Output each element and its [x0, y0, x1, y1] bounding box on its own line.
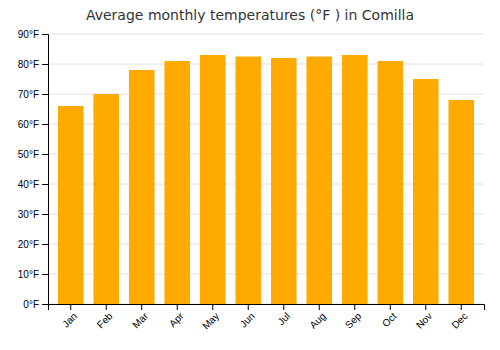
- x-tick: Sep: [343, 304, 364, 331]
- y-tick: 70°F: [18, 89, 48, 100]
- y-axis: 0°F 10°F 20°F 30°F 40°F 50°F 60°F 70°F 80°F 90°F: [18, 29, 49, 310]
- grid-line: [48, 64, 484, 65]
- bar: [93, 94, 119, 304]
- plot: 0°F 10°F 20°F 30°F 40°F 50°F 60°F 70°F 80°F 90°F J…: [18, 29, 485, 332]
- tick-mark: [42, 124, 48, 125]
- tick-label: 40°F: [18, 179, 39, 190]
- x-tick: Feb: [95, 304, 115, 330]
- x-tick: Dec: [449, 304, 469, 331]
- y-tick: 90°F: [18, 29, 48, 40]
- y-tick: 40°F: [18, 179, 48, 190]
- tick-mark: [319, 304, 320, 310]
- tick-label: May: [200, 310, 221, 331]
- y-tick: 60°F: [18, 119, 48, 130]
- bar: [164, 61, 190, 304]
- grid: [48, 34, 484, 304]
- tick-label: 10°F: [18, 269, 39, 280]
- tick-mark: [42, 184, 48, 185]
- tick-label: 30°F: [18, 209, 39, 220]
- bar: [235, 57, 261, 305]
- x-tick: Apr: [167, 304, 186, 329]
- y-tick: 50°F: [18, 149, 48, 160]
- x-tick: Jul: [275, 304, 292, 327]
- tick-label: Aug: [307, 310, 327, 330]
- tick-mark: [42, 34, 48, 35]
- title: Average monthly temperatures (°F ) in Co…: [86, 7, 414, 23]
- tick-label: Jul: [275, 310, 292, 327]
- tick-label: Dec: [449, 310, 469, 330]
- tick-mark: [461, 304, 462, 310]
- tick-label: Feb: [95, 310, 115, 330]
- bar: [448, 100, 474, 304]
- axis-domain: [42, 35, 49, 305]
- bar: [271, 58, 297, 304]
- tick-mark: [106, 304, 107, 310]
- tick-label: 20°F: [18, 239, 39, 250]
- tick-mark: [42, 244, 48, 245]
- chart: Average monthly temperatures (°F ) in Co…: [0, 0, 500, 350]
- bar: [342, 55, 368, 304]
- tick-label: 70°F: [18, 89, 39, 100]
- y-tick: 80°F: [18, 59, 48, 70]
- bars: [58, 55, 474, 304]
- tick-label: 0°F: [23, 299, 39, 310]
- x-tick: Nov: [414, 304, 434, 331]
- tick-mark: [42, 214, 48, 215]
- tick-mark: [141, 304, 142, 310]
- x-tick: Mar: [130, 304, 150, 330]
- tick-label: 90°F: [18, 29, 39, 40]
- tick-mark: [354, 304, 355, 310]
- tick-label: Oct: [380, 310, 399, 329]
- tick-mark: [390, 304, 391, 310]
- tick-label: Jun: [238, 310, 257, 329]
- tick-label: Mar: [130, 310, 150, 330]
- tick-mark: [42, 274, 48, 275]
- x-tick: Jun: [238, 304, 257, 330]
- tick-label: Nov: [414, 310, 434, 330]
- tick-mark: [425, 304, 426, 310]
- tick-label: 60°F: [18, 119, 39, 130]
- tick-label: 50°F: [18, 149, 39, 160]
- x-tick: May: [200, 304, 221, 332]
- tick-mark: [177, 304, 178, 310]
- tick-mark: [42, 154, 48, 155]
- bar: [58, 106, 84, 304]
- y-tick: 20°F: [18, 239, 48, 250]
- tick-mark: [283, 304, 284, 310]
- tick-label: Sep: [343, 310, 364, 331]
- tick-label: 80°F: [18, 59, 39, 70]
- x-tick: Jan: [60, 304, 79, 330]
- tick-mark: [42, 94, 48, 95]
- bar: [200, 55, 226, 304]
- bar: [129, 70, 155, 304]
- bar: [377, 61, 403, 304]
- y-tick: 10°F: [18, 269, 48, 280]
- tick-mark: [212, 304, 213, 310]
- tick-label: Jan: [60, 310, 79, 329]
- y-tick: 0°F: [23, 299, 48, 310]
- grid-line: [48, 34, 484, 35]
- bar: [306, 57, 332, 305]
- tick-mark: [70, 304, 71, 310]
- bar: [413, 79, 439, 304]
- x-axis: Jan Feb Mar Apr May Jun Jul Aug Sep Oct Nov Dec: [49, 304, 485, 332]
- x-tick: Aug: [307, 304, 327, 331]
- tick-mark: [42, 304, 48, 305]
- y-tick: 30°F: [18, 209, 48, 220]
- tick-label: Apr: [167, 310, 186, 329]
- x-tick: Oct: [380, 304, 399, 329]
- axis-domain: [49, 305, 485, 311]
- tick-mark: [42, 64, 48, 65]
- tick-mark: [248, 304, 249, 310]
